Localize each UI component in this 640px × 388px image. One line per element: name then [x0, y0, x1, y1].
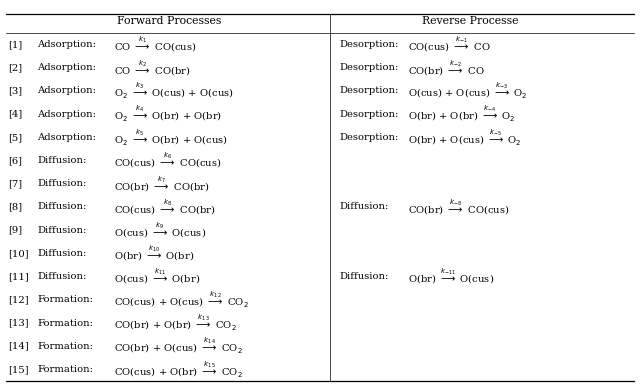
Text: Desorption:: Desorption: — [339, 63, 399, 72]
Text: Adsorption:: Adsorption: — [37, 110, 96, 119]
Text: O$_2$ $\overset{k_3}{\longrightarrow}$ O(cus) + O(cus): O$_2$ $\overset{k_3}{\longrightarrow}$ O… — [114, 81, 234, 101]
Text: CO(br) $\overset{k_{-2}}{\longrightarrow}$ CO: CO(br) $\overset{k_{-2}}{\longrightarrow… — [408, 58, 485, 78]
Text: [12]: [12] — [8, 295, 28, 304]
Text: CO(cus) $\overset{k_{-1}}{\longrightarrow}$ CO: CO(cus) $\overset{k_{-1}}{\longrightarro… — [408, 35, 491, 54]
Text: O(br) + O(cus) $\overset{k_{-5}}{\longrightarrow}$ O$_2$: O(br) + O(cus) $\overset{k_{-5}}{\longri… — [408, 127, 522, 147]
Text: CO(br) $\overset{k_7}{\longrightarrow}$ CO(br): CO(br) $\overset{k_7}{\longrightarrow}$ … — [114, 174, 209, 194]
Text: [9]: [9] — [8, 226, 22, 235]
Text: Formation:: Formation: — [37, 295, 93, 304]
Text: Formation:: Formation: — [37, 319, 93, 327]
Text: Formation:: Formation: — [37, 342, 93, 351]
Text: CO(cus) + O(cus) $\overset{k_{12}}{\longrightarrow}$ CO$_2$: CO(cus) + O(cus) $\overset{k_{12}}{\long… — [114, 289, 249, 310]
Text: Forward Processes: Forward Processes — [117, 16, 222, 26]
Text: [10]: [10] — [8, 249, 28, 258]
Text: [11]: [11] — [8, 272, 28, 281]
Text: Diffusion:: Diffusion: — [37, 272, 86, 281]
Text: O(cus) + O(cus) $\overset{k_{-3}}{\longrightarrow}$ O$_2$: O(cus) + O(cus) $\overset{k_{-3}}{\longr… — [408, 81, 528, 101]
Text: Diffusion:: Diffusion: — [37, 249, 86, 258]
Text: Diffusion:: Diffusion: — [37, 226, 86, 235]
Text: Formation:: Formation: — [37, 365, 93, 374]
Text: CO $\overset{k_1}{\longrightarrow}$ CO(cus): CO $\overset{k_1}{\longrightarrow}$ CO(c… — [114, 35, 196, 54]
Text: Adsorption:: Adsorption: — [37, 63, 96, 72]
Text: [6]: [6] — [8, 156, 22, 165]
Text: Desorption:: Desorption: — [339, 40, 399, 49]
Text: Adsorption:: Adsorption: — [37, 40, 96, 49]
Text: [13]: [13] — [8, 319, 28, 327]
Text: [1]: [1] — [8, 40, 22, 49]
Text: CO(cus) $\overset{k_6}{\longrightarrow}$ CO(cus): CO(cus) $\overset{k_6}{\longrightarrow}$… — [114, 151, 221, 170]
Text: [4]: [4] — [8, 110, 22, 119]
Text: O(br) $\overset{k_{10}}{\longrightarrow}$ O(br): O(br) $\overset{k_{10}}{\longrightarrow}… — [114, 244, 194, 263]
Text: [8]: [8] — [8, 203, 22, 211]
Text: Adsorption:: Adsorption: — [37, 133, 96, 142]
Text: O(cus) $\overset{k_9}{\longrightarrow}$ O(cus): O(cus) $\overset{k_9}{\longrightarrow}$ … — [114, 220, 206, 240]
Text: Diffusion:: Diffusion: — [37, 156, 86, 165]
Text: [7]: [7] — [8, 179, 22, 188]
Text: [5]: [5] — [8, 133, 22, 142]
Text: CO $\overset{k_2}{\longrightarrow}$ CO(br): CO $\overset{k_2}{\longrightarrow}$ CO(b… — [114, 58, 191, 78]
Text: CO(br) + O(cus) $\overset{k_{14}}{\longrightarrow}$ CO$_2$: CO(br) + O(cus) $\overset{k_{14}}{\longr… — [114, 336, 243, 357]
Text: CO(br) + O(br) $\overset{k_{13}}{\longrightarrow}$ CO$_2$: CO(br) + O(br) $\overset{k_{13}}{\longri… — [114, 313, 237, 333]
Text: Adsorption:: Adsorption: — [37, 87, 96, 95]
Text: CO(cus) + O(br) $\overset{k_{15}}{\longrightarrow}$ CO$_2$: CO(cus) + O(br) $\overset{k_{15}}{\longr… — [114, 359, 243, 379]
Text: Desorption:: Desorption: — [339, 133, 399, 142]
Text: Reverse Processe: Reverse Processe — [422, 16, 518, 26]
Text: [3]: [3] — [8, 87, 22, 95]
Text: O(br) $\overset{k_{-11}}{\longrightarrow}$ O(cus): O(br) $\overset{k_{-11}}{\longrightarrow… — [408, 267, 495, 286]
Text: CO(cus) $\overset{k_8}{\longrightarrow}$ CO(br): CO(cus) $\overset{k_8}{\longrightarrow}$… — [114, 197, 216, 217]
Text: Diffusion:: Diffusion: — [339, 272, 388, 281]
Text: [2]: [2] — [8, 63, 22, 72]
Text: O(br) + O(br) $\overset{k_{-4}}{\longrightarrow}$ O$_2$: O(br) + O(br) $\overset{k_{-4}}{\longrig… — [408, 104, 516, 125]
Text: Diffusion:: Diffusion: — [37, 179, 86, 188]
Text: [15]: [15] — [8, 365, 28, 374]
Text: O(cus) $\overset{k_{11}}{\longrightarrow}$ O(br): O(cus) $\overset{k_{11}}{\longrightarrow… — [114, 267, 200, 286]
Text: O$_2$ $\overset{k_4}{\longrightarrow}$ O(br) + O(br): O$_2$ $\overset{k_4}{\longrightarrow}$ O… — [114, 104, 222, 125]
Text: Desorption:: Desorption: — [339, 87, 399, 95]
Text: [14]: [14] — [8, 342, 28, 351]
Text: CO(br) $\overset{k_{-8}}{\longrightarrow}$ CO(cus): CO(br) $\overset{k_{-8}}{\longrightarrow… — [408, 197, 510, 217]
Text: O$_2$ $\overset{k_5}{\longrightarrow}$ O(br) + O(cus): O$_2$ $\overset{k_5}{\longrightarrow}$ O… — [114, 127, 228, 147]
Text: Diffusion:: Diffusion: — [339, 203, 388, 211]
Text: Diffusion:: Diffusion: — [37, 203, 86, 211]
Text: Desorption:: Desorption: — [339, 110, 399, 119]
